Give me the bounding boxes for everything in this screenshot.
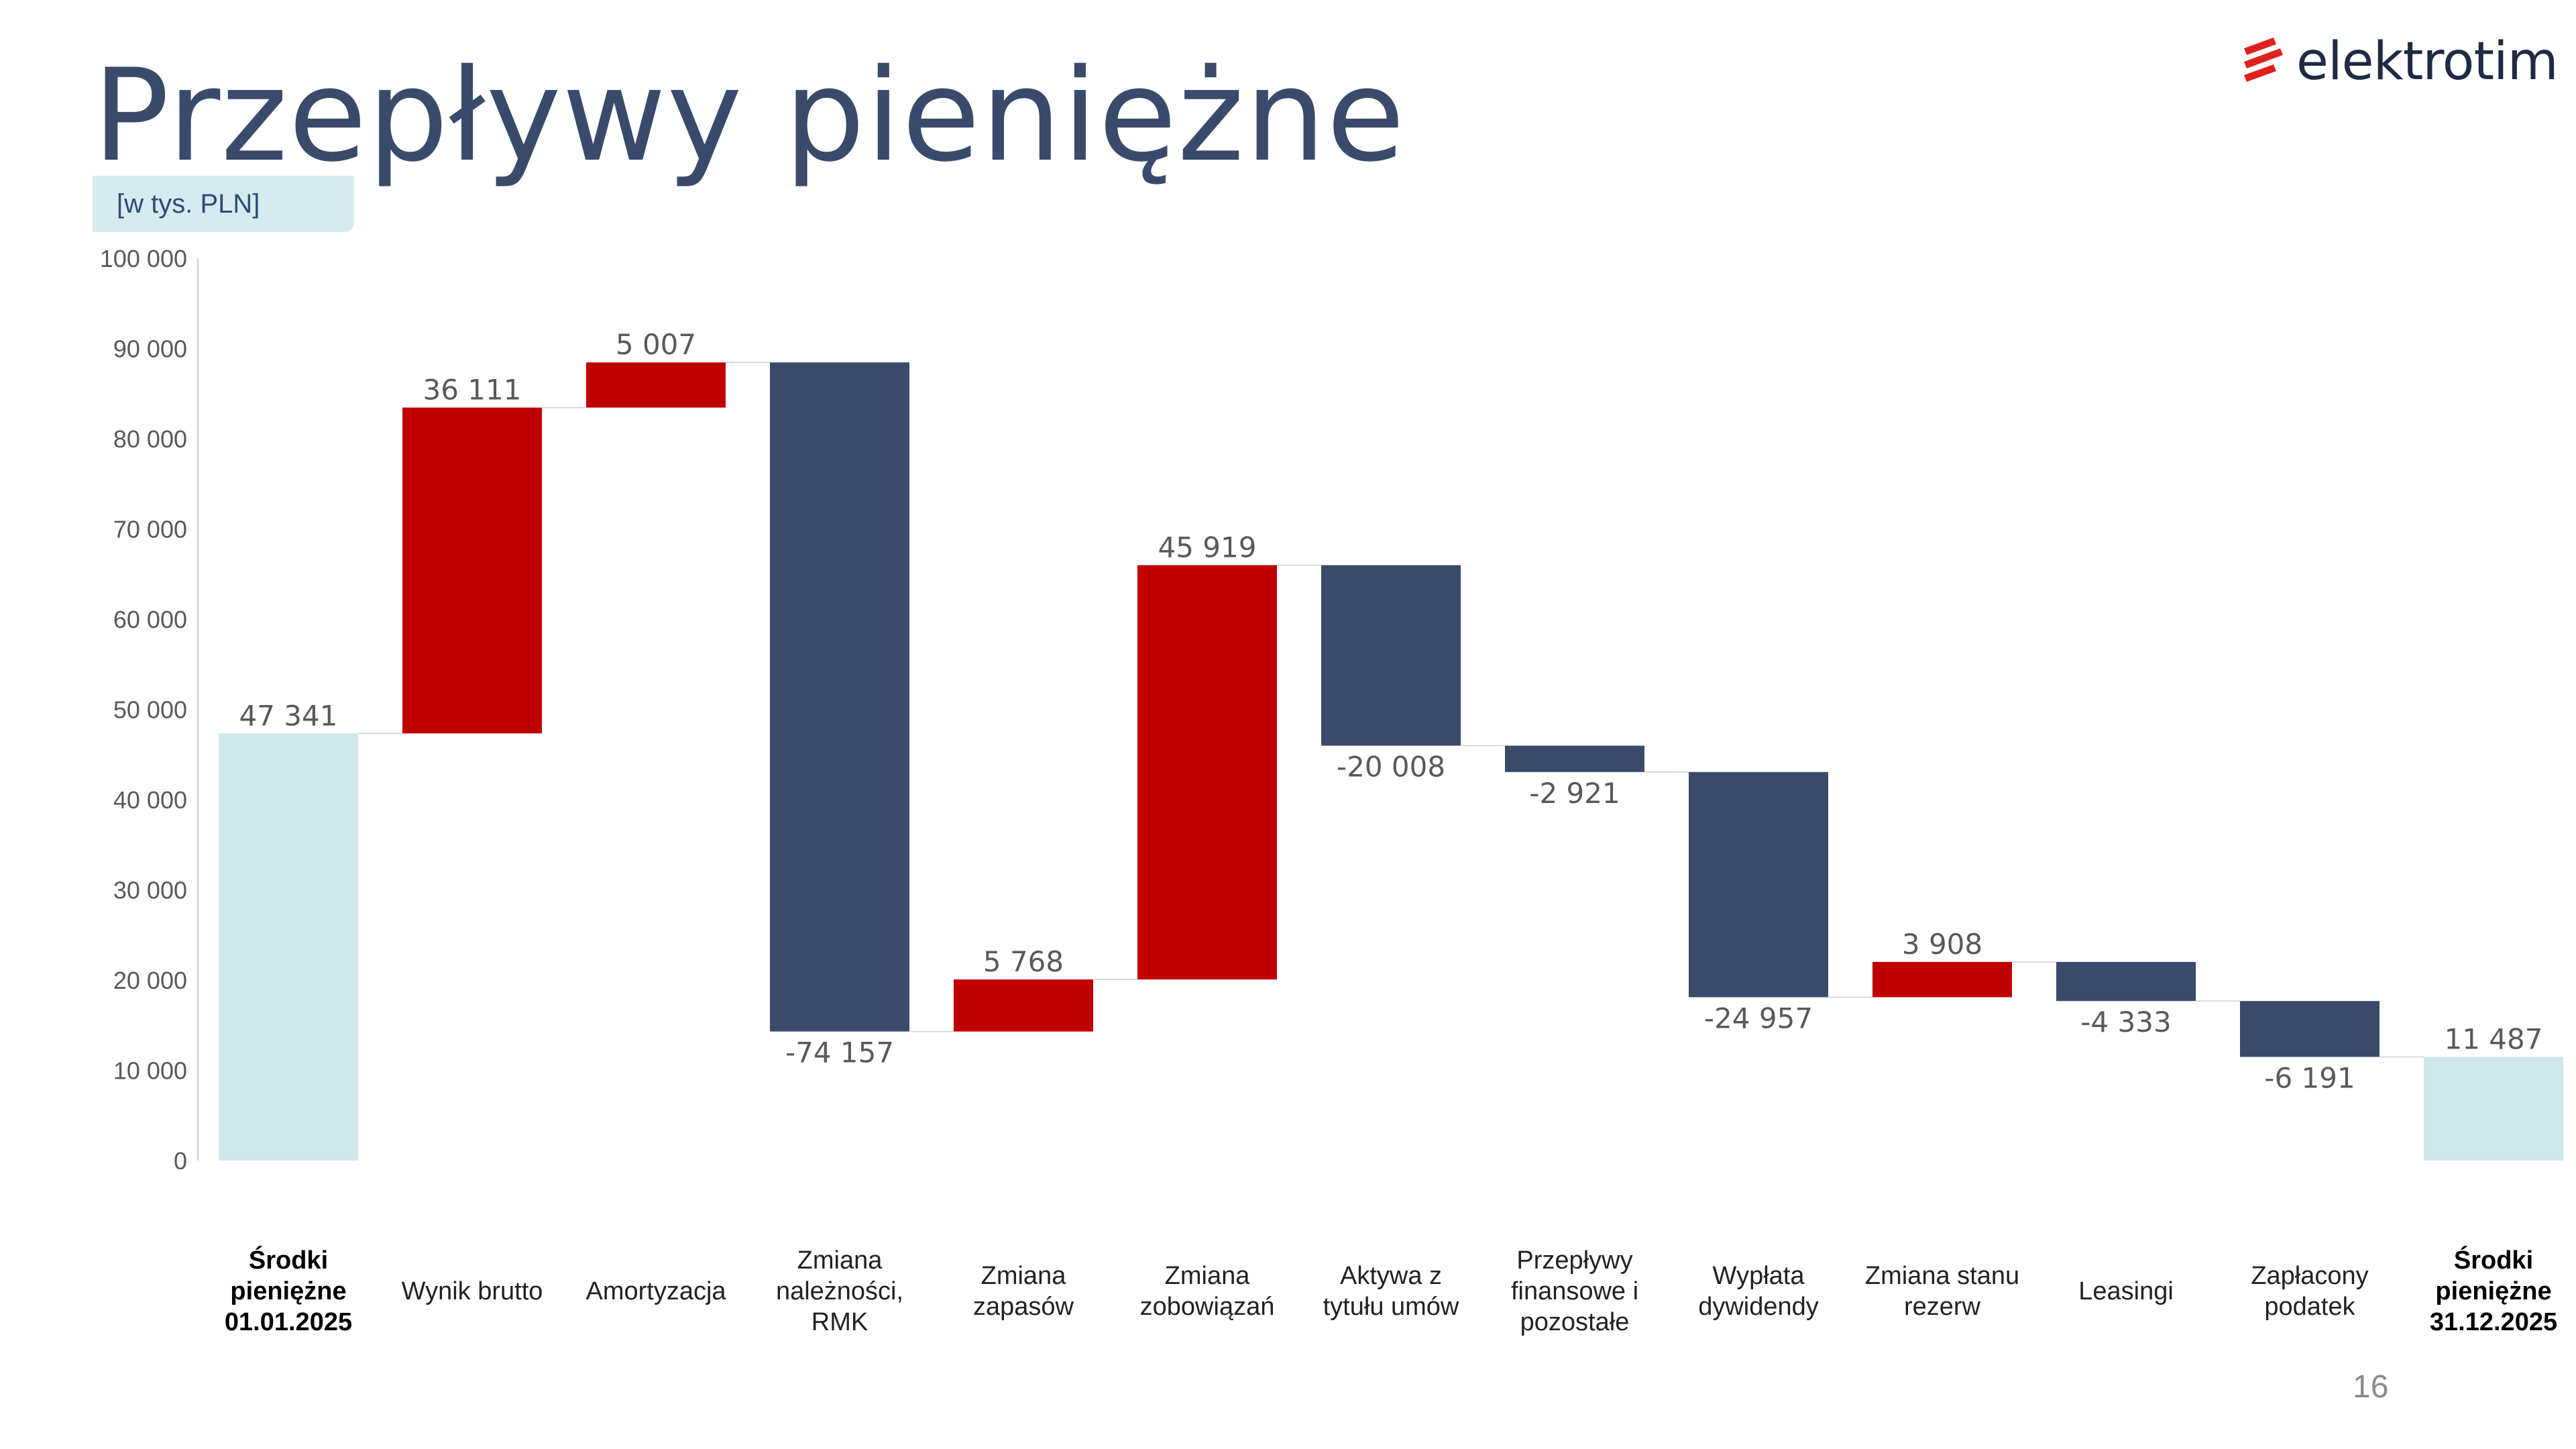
y-tick-label: 30 000 xyxy=(113,877,187,904)
waterfall-bar xyxy=(1321,565,1461,746)
category-label: Przepływy finansowe i pozostałe xyxy=(1510,1246,1639,1336)
data-label: -74 157 xyxy=(785,1036,894,1069)
category-label: Leasingi xyxy=(2078,1277,2174,1305)
category-label: Środki pieniężne 31.12.2025 xyxy=(2429,1246,2558,1336)
category-label: Zmiana zapasów xyxy=(973,1262,1074,1321)
waterfall-bar xyxy=(586,362,726,408)
category-label: Wypłata dywidendy xyxy=(1698,1262,1819,1321)
y-tick-label: 20 000 xyxy=(113,967,187,994)
page-number: 16 xyxy=(2353,1369,2389,1405)
category-label: Zmiana zobowiązań xyxy=(1139,1262,1275,1321)
company-logo: elektrotim xyxy=(2240,28,2559,95)
waterfall-bar xyxy=(954,979,1093,1032)
y-tick-label: 100 000 xyxy=(100,245,187,272)
y-tick-label: 90 000 xyxy=(113,335,187,363)
waterfall-bar xyxy=(2240,1001,2379,1057)
unit-badge: [w tys. PLN] xyxy=(93,176,354,232)
waterfall-bar xyxy=(2056,961,2196,1002)
data-label: -4 333 xyxy=(2080,1006,2171,1038)
data-label: 3 908 xyxy=(1902,928,1982,961)
data-label: 11 487 xyxy=(2445,1022,2543,1055)
waterfall-bar xyxy=(770,362,909,1032)
data-label: 5 768 xyxy=(983,945,1064,978)
data-label: -2 921 xyxy=(1529,777,1620,810)
category-label: Zmiana należności, RMK xyxy=(775,1246,904,1336)
waterfall-bar xyxy=(2424,1057,2563,1161)
waterfall-bar xyxy=(1137,565,1277,980)
waterfall-bar xyxy=(1505,745,1644,772)
y-tick-label: 10 000 xyxy=(113,1057,187,1085)
logo-text: elektrotim xyxy=(2296,32,2559,92)
waterfall-bar xyxy=(1872,961,2012,998)
category-label: Aktywa z tytułu umów xyxy=(1323,1262,1459,1321)
y-tick-label: 40 000 xyxy=(113,786,187,814)
y-tick-label: 70 000 xyxy=(113,516,187,543)
data-label: 45 919 xyxy=(1158,531,1257,564)
y-tick-label: 60 000 xyxy=(113,606,187,633)
waterfall-bar xyxy=(219,733,358,1161)
data-label: 47 341 xyxy=(239,699,338,732)
waterfall-bar xyxy=(402,407,542,734)
logo-mark-icon xyxy=(2244,38,2283,82)
y-tick-label: 50 000 xyxy=(113,696,187,724)
data-label: 36 111 xyxy=(423,374,522,407)
y-tick-label: 80 000 xyxy=(113,425,187,453)
data-label: -24 957 xyxy=(1704,1002,1813,1035)
waterfall-bar xyxy=(1689,771,1828,998)
data-label: -6 191 xyxy=(2264,1061,2355,1094)
y-tick-label: 0 xyxy=(174,1147,187,1175)
data-label: 5 007 xyxy=(616,328,696,361)
category-label: Zmiana stanu rezerw xyxy=(1864,1262,2020,1321)
category-label: Zapłacony podatek xyxy=(2251,1262,2369,1321)
category-label: Środki pieniężne 01.01.2025 xyxy=(224,1246,353,1336)
category-label: Amortyzacja xyxy=(585,1277,726,1305)
category-label: Wynik brutto xyxy=(401,1277,543,1305)
data-label: -20 008 xyxy=(1337,751,1445,784)
page-title: Przepływy pieniężne xyxy=(93,42,1406,190)
